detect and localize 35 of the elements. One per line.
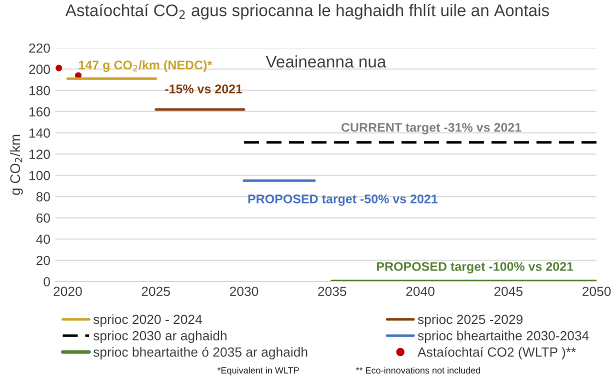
annotation: PROPOSED target -100% vs 2021 [377,262,574,274]
x-tick-label: 2040 [406,286,434,296]
legend-label: sprioc 2020 - 2024 [93,314,202,327]
y-tick-label: 80 [36,192,50,202]
y-tick-label: 100 [29,170,50,180]
legend-label: sprioc bheartaithe 2030-2034 [418,330,589,343]
x-tick-label: 2045 [494,286,523,296]
legend-label: sprioc 2030 ar aghaidh [93,330,226,343]
annotation: PROPOSED target -50% vs 2021 [248,194,438,206]
chart-subtitle: Veaineanna nua [266,55,386,68]
legend-label: sprioc 2025 -2029 [418,314,523,327]
text: ** Eco-innovations not included [356,366,480,374]
y-tick-label: 20 [36,256,50,266]
x-tick-label: 2035 [318,286,346,296]
y-tick-label: 180 [29,86,50,96]
y-tick-label: 40 [36,234,50,244]
y-tick-label: 140 [29,128,50,138]
y-tick-label: 200 [29,64,50,74]
x-tick-label: 2030 [230,286,258,296]
text: *Equivalent in WLTP [217,366,299,376]
y-tick-label: 160 [29,107,50,117]
y-tick-label: 220 [29,43,50,53]
y-tick-label: 120 [29,150,50,159]
y-tick-label: 60 [36,213,50,223]
y-axis-title: g CO$_{2}$/km [10,134,23,195]
annotation: 147 g CO$_{2}$/km (NEDC)* [79,60,212,72]
annotation: -15% vs 2021 [165,84,242,94]
chart-title: Astaíochtaí CO$_{2}$ agus spriocanna le haghaidh fhlít uile an Aontais [65,4,549,20]
x-tick-label: 2020 [54,286,82,296]
x-tick-label: 2025 [142,286,170,296]
legend-label: Astaíochtaí CO2 (WLTP )** [418,346,576,360]
legend-label: sprioc bheartaithe ó 2035 ar aghaidh [93,346,308,360]
y-tick-label: 0 [44,277,50,286]
annotation: CURRENT target -31% vs 2021 [341,122,522,134]
x-tick-label: 2050 [582,286,611,296]
